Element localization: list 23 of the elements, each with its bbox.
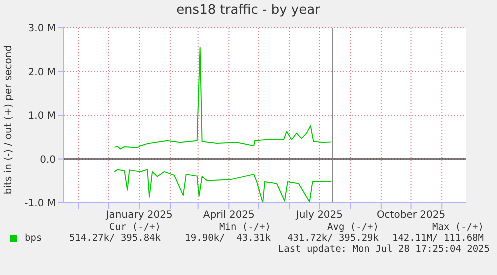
x-tick-label: January 2025: [105, 210, 173, 222]
text: Cur (-/+): [108, 222, 161, 233]
y-tick-label: 2.0 M: [28, 67, 56, 78]
line-series: [114, 169, 332, 203]
x-tick-label: October 2025: [376, 210, 446, 222]
y-tick-label: -1.0 M: [24, 198, 56, 210]
text: 19.90k/ 43.31k: [184, 233, 271, 244]
x-tick-label: July 2025: [295, 210, 344, 222]
chart-title: ens18 traffic - by year: [176, 3, 322, 18]
text: 514.27k/ 395.84k: [68, 233, 161, 244]
text: 142.11M/ 111.68M: [392, 233, 484, 244]
text: Last update: Mon Jul 28 17:25:04 2025: [277, 244, 490, 255]
y-tick-label: 1.0 M: [28, 111, 56, 122]
text: Min (-/+): [218, 222, 271, 233]
text: 431.72k/ 395.29k: [286, 233, 379, 244]
y-axis-title: bits in (-) / out (+) per second: [4, 45, 14, 195]
text: Avg (-/+): [326, 222, 379, 233]
text: Max (-/+): [432, 222, 484, 233]
line-series: [114, 47, 332, 150]
y-tick-label: 3.0 M: [28, 24, 56, 35]
x-tick-label: April 2025: [203, 210, 255, 222]
y-tick-label: 0.0: [40, 154, 56, 166]
legend-label: bps: [25, 233, 42, 244]
